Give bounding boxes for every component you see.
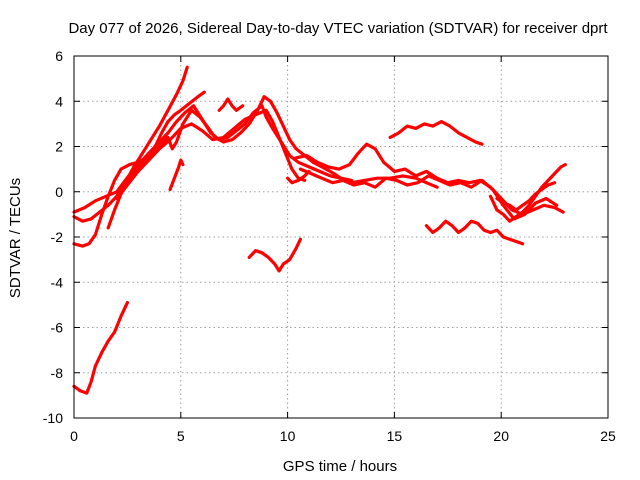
y-tick-label: 6 bbox=[55, 48, 63, 64]
tick-layer: 0 5 10 15 20 25 -10 -8 -6 -4 -2 0 2 4 6 bbox=[43, 48, 616, 444]
series-arc-7 bbox=[168, 158, 185, 192]
y-tick-label: -2 bbox=[51, 229, 64, 245]
y-tick-label: 2 bbox=[55, 139, 63, 155]
x-tick-label: 20 bbox=[493, 428, 509, 444]
y-tick-label: 4 bbox=[55, 93, 63, 109]
x-tick-label: 25 bbox=[600, 428, 616, 444]
series-arc-6 bbox=[115, 108, 307, 201]
series-arc-15 bbox=[488, 163, 567, 223]
y-tick-label: -8 bbox=[51, 365, 64, 381]
grid-layer bbox=[74, 56, 608, 418]
series-arc-14 bbox=[424, 219, 525, 246]
y-tick-label: -4 bbox=[51, 274, 64, 290]
series-arc-1 bbox=[72, 301, 129, 395]
series-arc-16 bbox=[495, 181, 557, 212]
series-arc-9 bbox=[247, 237, 302, 273]
y-tick-label: -10 bbox=[43, 410, 63, 426]
x-tick-label: 5 bbox=[177, 428, 185, 444]
x-tick-label: 15 bbox=[387, 428, 403, 444]
series-layer bbox=[72, 65, 567, 395]
series-arc-12 bbox=[286, 169, 311, 185]
x-axis-label: GPS time / hours bbox=[283, 458, 397, 475]
series-arc-13 bbox=[388, 120, 484, 146]
series-arc-5 bbox=[106, 95, 439, 230]
x-tick-label: 0 bbox=[70, 428, 78, 444]
series-arc-8 bbox=[217, 97, 245, 112]
y-tick-label: -6 bbox=[51, 320, 64, 336]
y-tick-label: 0 bbox=[55, 184, 63, 200]
y-axis-label: SDTVAR / TECUs bbox=[7, 178, 24, 298]
x-tick-label: 10 bbox=[280, 428, 296, 444]
chart-title: Day 077 of 2026, Sidereal Day-to-day VTE… bbox=[68, 20, 608, 37]
